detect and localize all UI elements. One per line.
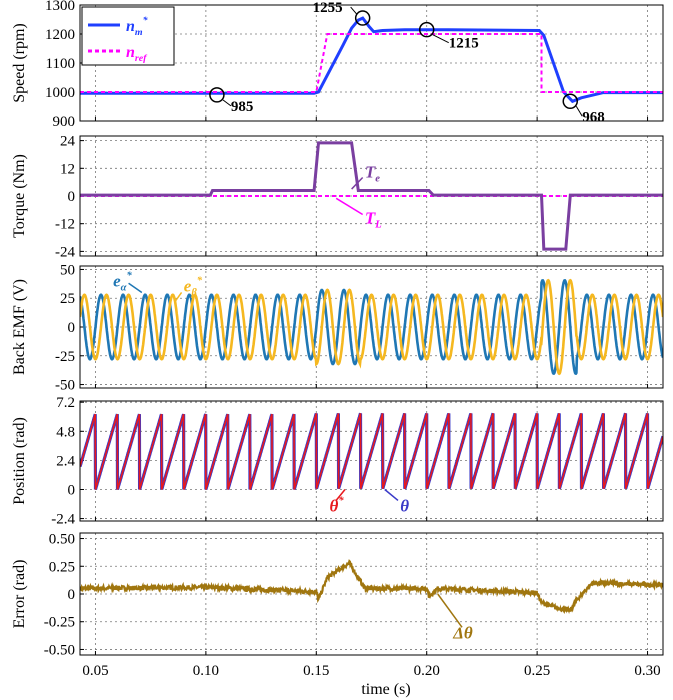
series-t-e	[80, 141, 663, 251]
y-axis-label: Back EMF (V)	[11, 279, 28, 375]
y-tick-label: 0	[68, 320, 76, 336]
y-tick-label: -25	[55, 349, 75, 365]
legend-box	[81, 6, 175, 66]
y-tick-label: -0.50	[44, 642, 75, 658]
x-tick-label: 0.05	[82, 663, 108, 679]
y-axis-label: Speed (rpm)	[11, 23, 28, 103]
arrow-e-alpha	[128, 282, 143, 294]
series-n-m-	[80, 16, 663, 104]
plot-area	[80, 278, 663, 376]
label-te: Te	[365, 163, 380, 185]
label-delta-theta: Δθ	[452, 623, 473, 642]
legend-label: nref	[126, 44, 148, 64]
y-tick-label: 0	[68, 189, 76, 205]
y-tick-label: 24	[60, 134, 76, 150]
y-tick-label: -50	[55, 378, 75, 394]
series-theta-	[80, 413, 663, 490]
plot-frame	[79, 532, 664, 656]
label-tl: TL	[365, 209, 382, 231]
panel-3: -50 -25 0 25 50 Back EMF (V) eα* eβ*	[11, 262, 664, 394]
annotation-arrow	[575, 106, 583, 117]
panel-5: -0.50 -0.25 0 0.25 0.50 Error (rad) Δθ	[11, 532, 664, 658]
plot-frame	[79, 4, 664, 122]
label-e-beta: eβ*	[184, 275, 203, 298]
plot-area	[80, 16, 663, 104]
arrow-tl	[335, 197, 364, 216]
arrow-delta-theta	[437, 593, 463, 628]
annotation-arrow	[432, 34, 449, 44]
annotation-label: 1255	[313, 0, 343, 16]
legend-label: nm*	[126, 15, 148, 38]
y-tick-label: 4.8	[56, 424, 75, 440]
x-tick-label: 0.20	[414, 663, 440, 679]
series-n-ref	[80, 33, 663, 93]
plot-area	[80, 559, 663, 615]
y-tick-label: 1000	[45, 85, 75, 101]
y-tick-label: -2.4	[51, 512, 75, 528]
x-tick-label: 0.25	[524, 663, 550, 679]
annotation-label: 985	[231, 99, 254, 115]
legend: nm* nref	[81, 6, 175, 66]
y-tick-label: 25	[60, 291, 75, 307]
y-tick-label: -24	[55, 244, 75, 260]
x-tick-label: 0.30	[634, 663, 660, 679]
y-tick-label: 12	[60, 161, 75, 177]
arrow-e-beta	[174, 292, 183, 303]
y-tick-label: 0.50	[49, 532, 75, 548]
arrow-theta	[384, 488, 399, 501]
arrow-te	[351, 177, 364, 190]
y-tick-label: 0	[68, 482, 76, 498]
y-tick-label: 7.2	[56, 395, 75, 411]
annotation-marker	[354, 10, 371, 26]
arrow-theta-ref	[335, 489, 346, 501]
x-axis-label: time (s)	[361, 681, 410, 698]
y-tick-label: 0	[68, 587, 76, 603]
plot-area	[80, 141, 663, 251]
plot-frame	[79, 265, 664, 389]
y-tick-label: 2.4	[56, 453, 75, 469]
y-tick-label: -0.25	[44, 615, 75, 631]
x-tick-label: 0.10	[193, 663, 219, 679]
x-tick-label: 0.15	[303, 663, 329, 679]
label-theta: θ	[400, 496, 409, 515]
y-tick-label: 1200	[45, 27, 75, 43]
annotation-arrow	[222, 99, 232, 107]
label-e-alpha: eα*	[113, 271, 132, 294]
y-tick-label: 0.25	[49, 559, 75, 575]
plot-area	[80, 412, 663, 491]
annotation-marker	[209, 87, 225, 103]
y-tick-label: 50	[60, 262, 75, 278]
y-axis-label: Position (rad)	[11, 417, 28, 505]
annotation-marker	[418, 21, 435, 38]
panel-2: -24 -12 0 12 24 Torque (Nm) Te TL	[11, 134, 664, 260]
plot-frame	[79, 135, 664, 257]
y-tick-label: 1300	[45, 0, 75, 14]
x-axis: 0.05 0.10 0.15 0.20 0.25 0.30	[82, 663, 660, 679]
plot-frame	[79, 400, 664, 522]
panel-4: -2.4 0 2.4 4.8 7.2 Position (rad) θ* θ	[11, 395, 664, 528]
series-e-alpha-	[80, 279, 663, 375]
y-axis-label: Torque (Nm)	[11, 154, 28, 238]
y-tick-label: 900	[53, 114, 76, 130]
series-e-beta-	[80, 278, 663, 376]
annotation-label: 1215	[449, 36, 479, 52]
annotation-marker	[562, 93, 578, 110]
label-theta-ref: θ*	[330, 495, 345, 515]
panel-1: 900 1000 1100 1200 1300 Speed (rpm) nm* nref 125…	[11, 0, 664, 130]
y-tick-label: -12	[55, 217, 75, 233]
series-delta-theta	[80, 559, 663, 615]
annotation-label: 968	[582, 109, 605, 125]
y-tick-label: 1100	[46, 56, 75, 72]
y-axis-label: Error (rad)	[11, 560, 28, 629]
annotation-arrow	[350, 6, 358, 15]
